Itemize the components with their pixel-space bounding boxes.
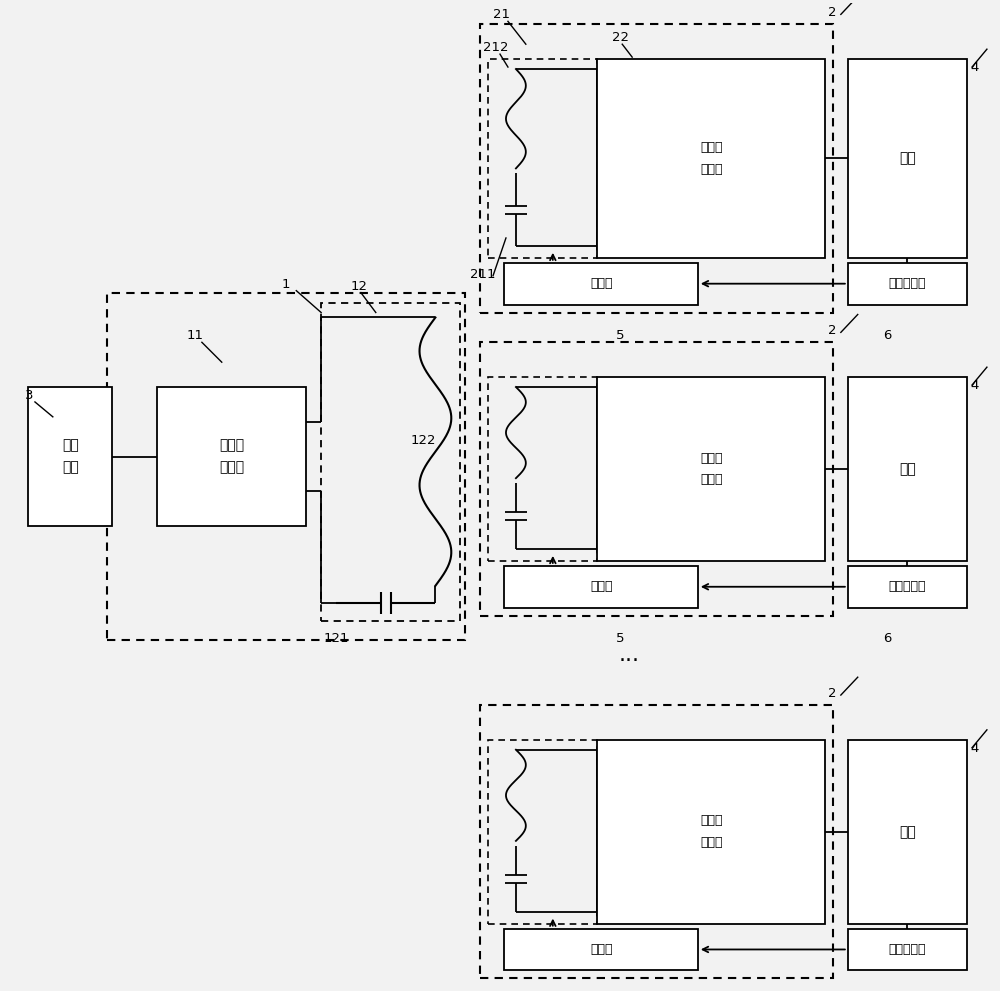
Text: 22: 22	[612, 31, 629, 45]
Bar	[504, 263, 698, 304]
Text: 211: 211	[470, 268, 496, 280]
Bar	[321, 302, 460, 620]
Text: 11: 11	[187, 329, 204, 342]
Bar	[848, 59, 967, 258]
Text: 3: 3	[25, 388, 34, 402]
Text: 负载检测器: 负载检测器	[889, 943, 926, 956]
Text: 121: 121	[323, 632, 349, 645]
Text: 负载检测器: 负载检测器	[889, 277, 926, 290]
Text: 4: 4	[970, 379, 978, 392]
Bar	[488, 378, 597, 561]
Text: 6: 6	[884, 329, 892, 342]
Text: 4: 4	[970, 61, 978, 74]
Text: 变换器: 变换器	[219, 439, 244, 453]
Bar	[597, 59, 825, 258]
Text: 2: 2	[828, 324, 836, 337]
Text: 122: 122	[411, 434, 436, 447]
Text: 5: 5	[616, 632, 625, 645]
Text: 5: 5	[616, 329, 625, 342]
Bar	[480, 25, 833, 312]
Text: 接收端: 接收端	[700, 836, 722, 849]
Text: 输入: 输入	[62, 461, 79, 475]
Text: ...: ...	[619, 645, 640, 665]
Text: 控制器: 控制器	[590, 943, 612, 956]
Text: 控制器: 控制器	[590, 277, 612, 290]
Text: 12: 12	[351, 279, 368, 292]
Bar	[848, 566, 967, 607]
Text: 4: 4	[970, 741, 978, 755]
Text: 1: 1	[281, 277, 290, 290]
Text: 变换器: 变换器	[700, 141, 722, 154]
Text: 负载: 负载	[899, 825, 916, 838]
Text: 变换器: 变换器	[700, 452, 722, 465]
Text: 发射端: 发射端	[219, 461, 244, 475]
Bar	[107, 292, 465, 640]
Bar	[504, 566, 698, 607]
Text: 212: 212	[483, 42, 509, 55]
Text: 6: 6	[884, 632, 892, 645]
Text: 负载: 负载	[899, 462, 916, 476]
Text: 接收端: 接收端	[700, 163, 722, 176]
Bar	[848, 378, 967, 561]
Text: 变换器: 变换器	[700, 815, 722, 827]
Text: 负载检测器: 负载检测器	[889, 581, 926, 594]
Text: 2: 2	[828, 687, 836, 700]
Bar	[848, 263, 967, 304]
Text: 控制器: 控制器	[590, 581, 612, 594]
Text: 负载: 负载	[899, 152, 916, 165]
Text: 电源: 电源	[62, 439, 79, 453]
Text: 接收端: 接收端	[700, 474, 722, 487]
Bar	[848, 929, 967, 970]
Bar	[28, 387, 112, 526]
Bar	[597, 378, 825, 561]
Text: 21: 21	[493, 8, 510, 22]
Bar	[848, 740, 967, 924]
Bar	[480, 342, 833, 615]
Bar	[597, 740, 825, 924]
Bar	[504, 929, 698, 970]
Bar	[488, 740, 597, 924]
Bar	[157, 387, 306, 526]
Text: 2: 2	[828, 6, 836, 20]
Bar	[488, 59, 597, 258]
Bar	[480, 705, 833, 978]
